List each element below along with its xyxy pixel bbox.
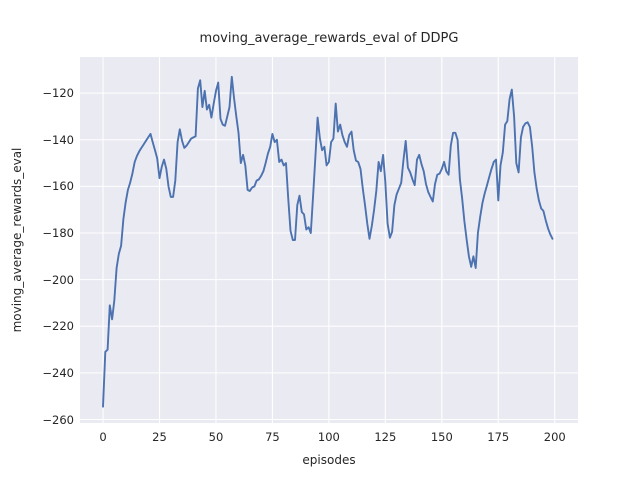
x-tick-label: 25 — [152, 430, 167, 444]
x-tick-label: 125 — [374, 430, 397, 444]
x-axis-label: episodes — [302, 453, 356, 467]
y-tick-label: −200 — [42, 272, 74, 287]
chart-title: moving_average_rewards_eval of DDPG — [199, 31, 459, 46]
x-tick-label: 50 — [208, 430, 224, 444]
y-tick-label: −120 — [42, 86, 74, 101]
x-tick-label: 75 — [265, 430, 280, 444]
x-tick-label: 200 — [543, 430, 566, 444]
y-tick-label: −180 — [42, 226, 74, 240]
y-axis-label: moving_average_rewards_eval — [10, 147, 24, 333]
y-tick-label: −160 — [42, 179, 74, 194]
series-line-moving_average_rewards_eval — [102, 75, 554, 408]
y-tick-label: −240 — [42, 365, 74, 380]
line-chart-svg — [80, 57, 578, 423]
y-tick-label: −140 — [42, 132, 74, 147]
x-tick-label: 150 — [430, 430, 453, 444]
y-tick-label: −220 — [42, 319, 74, 334]
plot-area — [80, 57, 578, 423]
y-tick-label: −260 — [42, 412, 74, 427]
x-tick-label: 175 — [487, 430, 510, 444]
x-tick-label: 100 — [317, 430, 340, 444]
x-tick-label: 0 — [99, 430, 107, 444]
